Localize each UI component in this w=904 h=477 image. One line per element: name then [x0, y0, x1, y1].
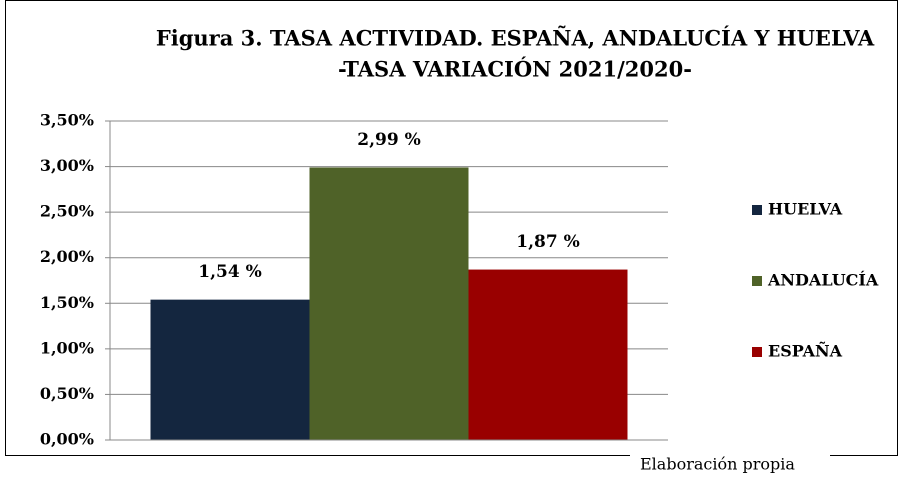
legend-swatch: [752, 205, 762, 215]
bar: [468, 269, 628, 440]
note-backdrop: [630, 450, 830, 477]
y-tick-label: 0,00%: [40, 430, 94, 449]
y-tick-label: 2,50%: [40, 202, 94, 221]
legend-label: HUELVA: [768, 200, 843, 219]
legend-label: ANDALUCÍA: [767, 270, 879, 290]
value-label: 1,54 %: [198, 262, 261, 282]
value-label: 2,99 %: [357, 130, 420, 150]
bar: [150, 299, 310, 440]
y-tick-label: 0,50%: [40, 384, 94, 403]
chart-title: Figura 3. TASA ACTIVIDAD. ESPAÑA, ANDALU…: [156, 26, 875, 51]
chart-frame: [5, 0, 898, 456]
source-note: Elaboración propia: [640, 455, 795, 474]
y-tick-label: 2,00%: [40, 247, 94, 266]
y-tick-label: 1,50%: [40, 293, 94, 312]
y-tick-label: 3,50%: [40, 111, 94, 130]
legend-swatch: [752, 347, 762, 357]
value-label: 1,87 %: [516, 232, 579, 252]
chart-subtitle: -TASA VARIACIÓN 2021/2020-: [338, 57, 692, 82]
y-tick-label: 3,00%: [40, 156, 94, 175]
bar: [309, 167, 469, 441]
legend-swatch: [752, 276, 762, 286]
legend-label: ESPAÑA: [768, 340, 843, 361]
y-tick-label: 1,00%: [40, 338, 94, 357]
